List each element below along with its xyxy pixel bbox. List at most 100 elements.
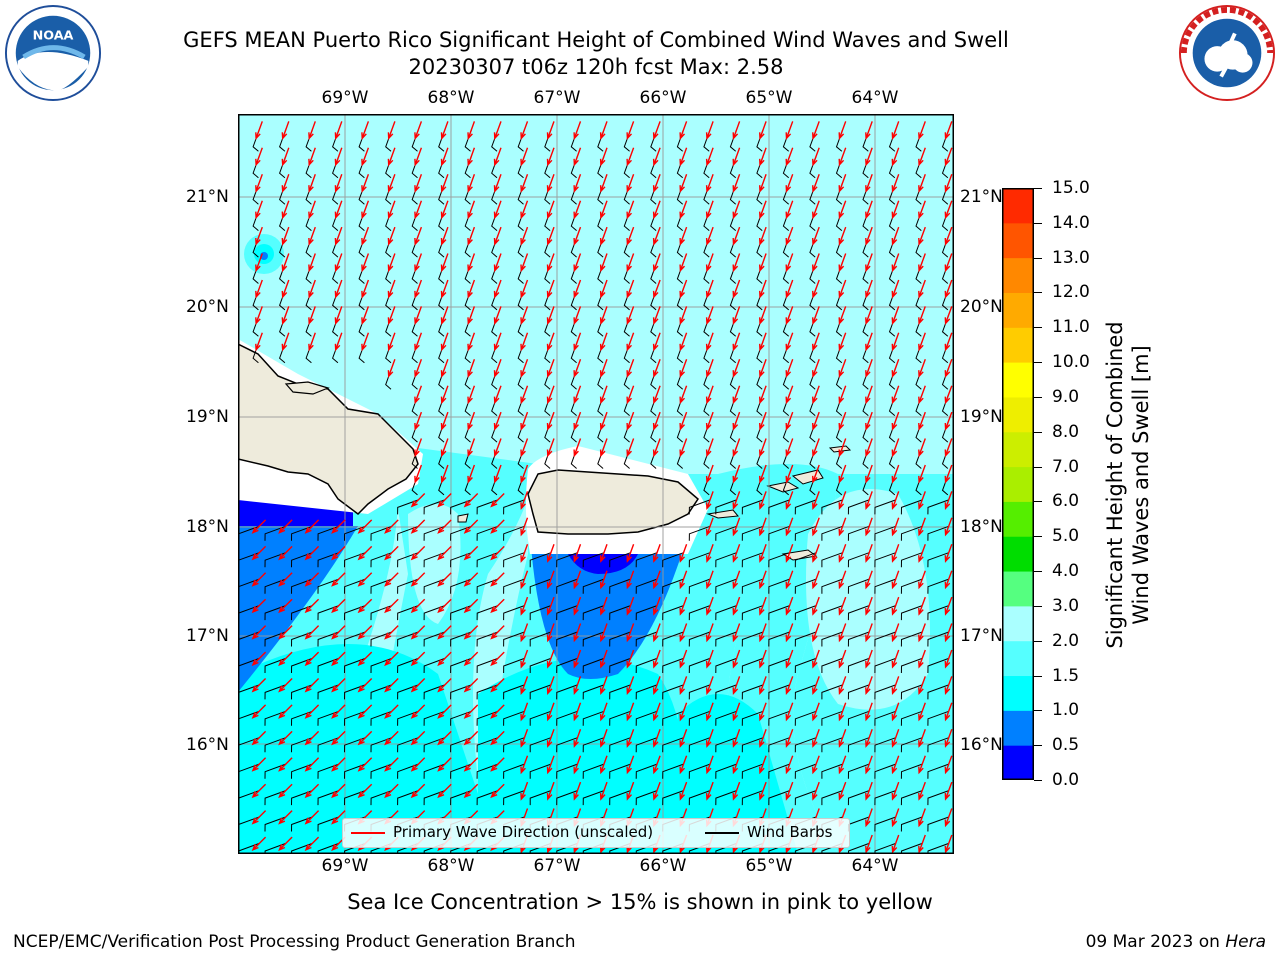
colorbar-tick-label: 5.0 xyxy=(1052,526,1080,547)
wind-barb xyxy=(423,710,445,726)
wind-barb xyxy=(688,710,711,726)
wind-barb xyxy=(609,552,631,568)
wind-barb xyxy=(450,763,472,779)
wind-barb xyxy=(900,790,923,806)
wave-direction-arrow xyxy=(626,174,635,193)
wind-barb xyxy=(503,552,525,568)
wave-direction-arrow xyxy=(865,411,873,431)
wave-direction-arrow xyxy=(251,625,267,640)
wave-direction-arrow xyxy=(573,121,582,141)
wave-direction-arrow xyxy=(384,678,399,693)
wave-direction-arrow xyxy=(281,226,290,246)
wave-direction-arrow xyxy=(652,781,661,801)
wave-direction-arrow xyxy=(812,729,820,748)
wave-direction-arrow xyxy=(891,570,900,590)
wave-direction-arrow xyxy=(463,651,479,667)
wave-direction-arrow xyxy=(785,359,794,378)
wave-direction-arrow xyxy=(463,678,479,693)
wave-direction-arrow xyxy=(732,491,741,510)
wind-barb xyxy=(847,710,870,726)
wave-direction-arrow xyxy=(520,385,529,405)
wave-direction-arrow xyxy=(838,226,847,246)
wave-direction-arrow xyxy=(463,625,479,640)
wind-barb xyxy=(741,605,764,621)
wind-barb xyxy=(344,684,366,700)
wind-barb xyxy=(503,605,525,621)
wind-barb xyxy=(264,525,286,541)
wind-barb xyxy=(529,657,552,673)
wind-barb xyxy=(635,684,658,700)
wind-barb xyxy=(609,605,631,621)
wave-direction-arrow xyxy=(865,121,873,141)
wave-direction-arrow xyxy=(838,544,847,563)
wind-barb xyxy=(423,684,445,700)
wind-barb xyxy=(582,657,605,674)
wave-direction-arrow xyxy=(891,359,900,378)
wind-barb xyxy=(741,552,764,568)
wave-direction-arrow xyxy=(759,491,767,510)
wind-barb xyxy=(529,605,552,621)
wind-barb xyxy=(423,605,445,621)
wave-direction-arrow xyxy=(467,359,476,378)
wind-barb xyxy=(715,710,737,726)
wave-direction-arrow xyxy=(652,226,661,246)
wave-direction-arrow xyxy=(467,438,476,458)
wave-direction-arrow xyxy=(891,226,900,246)
wave-direction-arrow xyxy=(918,226,926,246)
wind-barb xyxy=(741,790,764,806)
wave-direction-arrow xyxy=(251,757,267,772)
wind-barb xyxy=(874,710,896,726)
wave-direction-arrow xyxy=(520,279,529,299)
wave-direction-arrow xyxy=(918,570,926,590)
wave-direction-arrow xyxy=(361,121,370,140)
colorbar-tick-mark xyxy=(1034,501,1042,503)
wind-barb xyxy=(874,763,896,779)
wave-direction-arrow xyxy=(384,757,399,772)
wave-direction-arrow xyxy=(812,464,820,484)
wind-barb xyxy=(264,816,286,832)
wind-barb xyxy=(291,816,313,832)
wind-barb xyxy=(397,710,419,726)
wave-direction-arrow xyxy=(361,174,370,193)
wave-direction-arrow xyxy=(891,517,900,537)
wave-direction-arrow xyxy=(414,200,423,220)
wave-direction-arrow xyxy=(785,438,794,458)
legend-barb-label: Wind Barbs xyxy=(747,823,833,841)
wave-direction-arrow xyxy=(652,306,661,325)
wave-direction-arrow xyxy=(679,200,688,220)
wave-direction-arrow xyxy=(546,596,555,616)
wave-direction-arrow xyxy=(599,781,608,801)
footer-date-text: 09 Mar 2023 on xyxy=(1085,932,1226,952)
wind-barb xyxy=(900,578,923,594)
wave-direction-arrow xyxy=(520,544,529,563)
colorbar-tick-label: 15.0 xyxy=(1052,178,1090,198)
wave-direction-arrow xyxy=(599,332,608,352)
wave-direction-arrow xyxy=(679,649,688,669)
wave-direction-arrow xyxy=(759,570,767,590)
wind-barb xyxy=(662,578,684,594)
wave-direction-arrow xyxy=(944,226,953,246)
wave-direction-arrow xyxy=(251,678,267,693)
wave-direction-arrow xyxy=(251,783,267,799)
wave-direction-arrow xyxy=(437,757,452,772)
wave-direction-arrow xyxy=(918,702,926,722)
wave-direction-arrow xyxy=(785,464,794,484)
wind-barb xyxy=(768,578,790,594)
wind-barb xyxy=(927,684,949,700)
wave-direction-arrow xyxy=(812,147,820,167)
wind-barb xyxy=(688,605,711,621)
wave-direction-arrow xyxy=(891,174,900,193)
wind-barb xyxy=(264,552,286,568)
wave-direction-arrow xyxy=(308,279,316,299)
wave-direction-arrow xyxy=(891,834,900,854)
wind-barb xyxy=(927,605,949,621)
wave-direction-arrow xyxy=(463,545,479,561)
wave-direction-arrow xyxy=(679,755,688,775)
wind-barb xyxy=(556,737,578,753)
wave-direction-arrow xyxy=(520,253,529,273)
wave-direction-arrow xyxy=(838,359,847,378)
wave-direction-arrow xyxy=(918,623,926,643)
wave-direction-arrow xyxy=(865,306,873,326)
footer-host: Hera xyxy=(1225,932,1266,952)
wave-direction-arrow xyxy=(759,411,767,431)
